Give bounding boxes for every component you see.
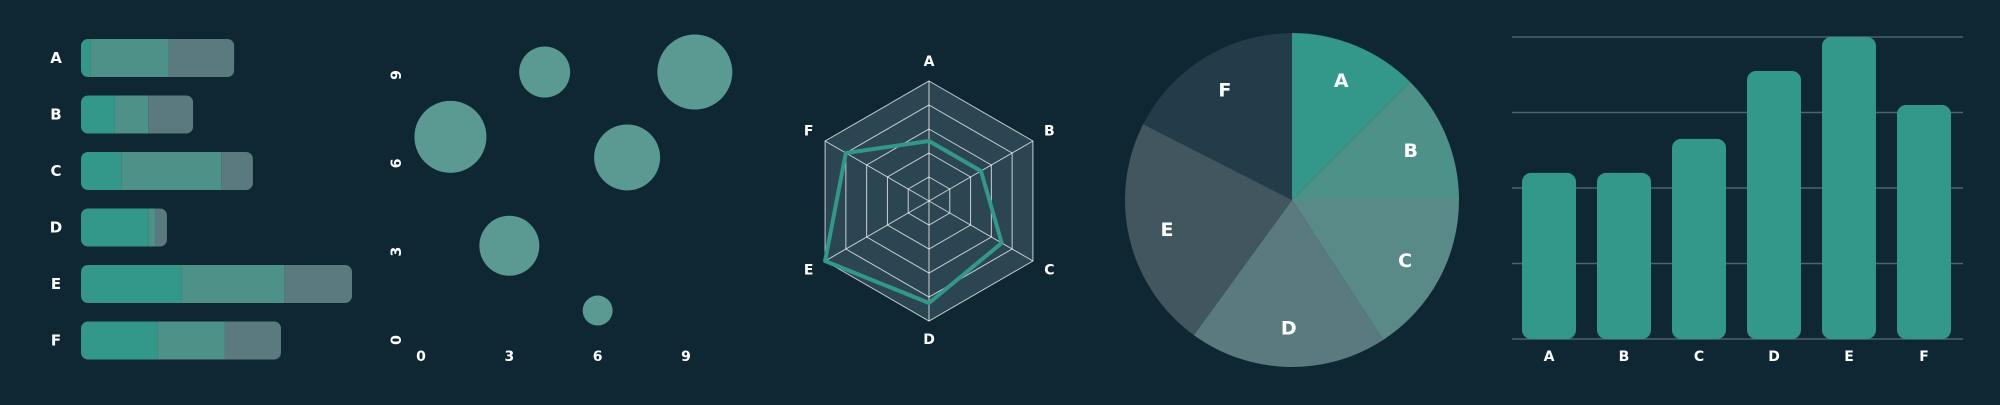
stacked-bar-c (81, 152, 253, 190)
x-tick-label-0: 0 (416, 349, 426, 365)
bar-segment-e-s2 (181, 265, 285, 303)
x-tick-label-9: 9 (681, 349, 691, 365)
bar-segment-f-s1 (81, 321, 158, 360)
bar-segment-c-s3 (221, 152, 253, 190)
bubble-point (657, 34, 733, 110)
bubble-point (594, 124, 661, 191)
bar-segment-d-s3 (155, 208, 167, 247)
radar-spoke (928, 200, 1034, 262)
y-tick-label-0: 0 (389, 335, 405, 345)
radar-spoke (824, 200, 930, 262)
pie-chart: A B C D E F (1125, 33, 1459, 367)
pie-slice-e (1125, 124, 1292, 336)
bubble-point (582, 295, 613, 326)
radar-series-line (823, 139, 1004, 305)
x-tick-label-c: C (1694, 349, 1704, 365)
radar-axis-label-f: F (804, 124, 814, 140)
radar-axis-label-c: C (1044, 263, 1054, 279)
pie-label-d: D (1281, 318, 1297, 340)
radar-axis-label-b: B (1044, 124, 1055, 140)
bar-segment-b-s2 (114, 95, 149, 134)
bar-segment-e-s3 (284, 265, 352, 303)
x-tick-label-b: B (1619, 349, 1630, 365)
bar-segment-c-s2 (121, 152, 222, 190)
bar-segment-b-s3 (148, 95, 194, 134)
x-tick-label-d: D (1768, 349, 1780, 365)
pie-label-e: E (1160, 219, 1173, 241)
bar-segment-d-s1 (81, 208, 149, 247)
pie-slice-b (1292, 81, 1459, 200)
pie-label-f: F (1218, 79, 1231, 101)
pie-slice-c (1292, 200, 1459, 340)
radar-chart: A B C D E F (804, 54, 1055, 348)
bar-segment-a-s1 (81, 39, 91, 77)
bar-segment-a-s3 (168, 39, 235, 77)
category-label-d: D (50, 219, 62, 237)
bar-b (1597, 172, 1651, 339)
category-label-e: E (51, 275, 61, 293)
stacked-bar-d (81, 208, 167, 247)
bar-segment-a-s2 (90, 39, 169, 77)
category-label-a: A (50, 49, 62, 67)
bubble-scatter-chart: 0 3 6 9 0 3 6 9 (389, 34, 733, 365)
category-label-f: F (51, 332, 61, 350)
bar-segment-f-s2 (157, 321, 225, 360)
bubble-point (519, 46, 571, 98)
bar-c (1672, 138, 1726, 339)
bar-e (1822, 37, 1876, 339)
vertical-bar-chart: A B C D E F (1512, 36, 1963, 365)
radar-axis-label-e: E (804, 263, 814, 279)
bar-segment-b-s1 (81, 95, 115, 134)
y-tick-label-9: 9 (389, 70, 405, 80)
x-tick-label-3: 3 (504, 349, 514, 365)
pie-label-c: C (1398, 250, 1412, 272)
stacked-bar-a (81, 39, 235, 77)
x-tick-label-f: F (1919, 349, 1929, 365)
stacked-bar-b (81, 95, 194, 134)
bubble-point (479, 215, 540, 276)
bar-f (1897, 104, 1951, 339)
pie-slice-d (1193, 200, 1384, 367)
category-label-c: C (50, 162, 61, 180)
bar-segment-c-s1 (81, 152, 122, 190)
category-label-b: B (50, 106, 61, 124)
bar-d (1747, 70, 1801, 339)
y-tick-label-6: 6 (389, 158, 405, 168)
bar-segment-e-s1 (81, 265, 182, 303)
pie-slice-a (1292, 33, 1411, 200)
x-tick-label-a: A (1544, 349, 1555, 365)
radar-axis-label-a: A (924, 54, 935, 70)
y-tick-label-3: 3 (389, 247, 405, 257)
x-tick-label-6: 6 (593, 349, 603, 365)
pie-label-b: B (1404, 140, 1418, 162)
bar-segment-d-s2 (148, 208, 156, 247)
pie-slice-f (1143, 33, 1292, 200)
stacked-bar-e (81, 265, 352, 303)
x-tick-label-e: E (1844, 349, 1854, 365)
stacked-bar-chart: A B C D E F (50, 39, 352, 360)
bar-segment-f-s3 (224, 321, 281, 360)
stacked-bar-f (81, 321, 281, 360)
radar-axis-label-d: D (923, 332, 935, 348)
radar-spoke (824, 140, 930, 202)
bar-a (1522, 172, 1576, 339)
pie-label-a: A (1334, 70, 1349, 92)
bubble-point (414, 100, 487, 173)
